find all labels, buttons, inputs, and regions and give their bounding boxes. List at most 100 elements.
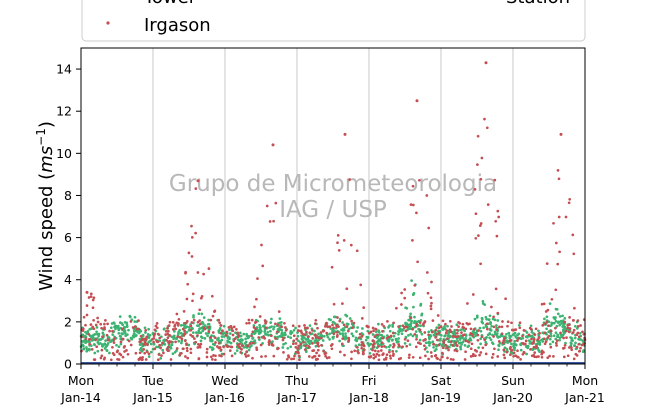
- irgason-point: [225, 330, 229, 334]
- irgason-point: [374, 355, 377, 358]
- irgason-point: [205, 355, 209, 359]
- tower-point: [290, 331, 294, 334]
- irgason-point: [477, 234, 480, 237]
- irgason-point: [282, 351, 285, 354]
- x-axis: Mon Jan-14 Tue Jan-15 Wed Jan-16 Thu Jan-17 Fri J…: [60, 364, 605, 405]
- irgason-point: [185, 297, 189, 301]
- tower-point: [104, 339, 107, 342]
- tower-point: [515, 336, 519, 340]
- irgason-point: [323, 325, 327, 328]
- x-tick-label-date: Jan-18: [348, 390, 389, 405]
- irgason-point: [441, 355, 444, 359]
- irgason-point: [218, 321, 221, 325]
- irgason-point: [296, 347, 299, 350]
- tower-point: [514, 343, 518, 347]
- tower-point: [130, 337, 134, 341]
- irgason-point: [556, 262, 560, 266]
- irgason-point: [194, 231, 197, 235]
- irgason-point: [145, 335, 149, 339]
- irgason-point: [307, 344, 310, 348]
- x-tick-label-day: Wed: [211, 373, 238, 388]
- irgason-point: [137, 357, 141, 361]
- irgason-point: [105, 333, 109, 337]
- x-tick-label-date: Jan-14: [60, 390, 101, 405]
- tower-point: [199, 339, 203, 343]
- irgason-point: [232, 325, 236, 329]
- tower-point: [294, 326, 297, 330]
- irgason-point: [497, 340, 501, 343]
- irgason-point: [392, 321, 395, 325]
- irgason-point: [233, 337, 237, 341]
- irgason-point: [108, 329, 111, 333]
- irgason-point: [330, 347, 334, 351]
- irgason-point: [191, 292, 195, 296]
- tower-point: [480, 317, 484, 321]
- tower-point: [397, 340, 400, 343]
- tower-point: [108, 351, 111, 355]
- irgason-point: [372, 356, 376, 360]
- tower-point: [210, 338, 214, 342]
- irgason-point: [185, 343, 188, 347]
- tower-point: [103, 342, 107, 346]
- irgason-point: [296, 350, 300, 354]
- irgason-point: [212, 354, 215, 357]
- tower-point: [461, 340, 465, 344]
- irgason-point: [113, 337, 116, 340]
- irgason-point: [403, 288, 407, 291]
- irgason-point: [209, 318, 213, 322]
- irgason-point: [197, 357, 201, 360]
- irgason-point: [345, 287, 349, 291]
- irgason-peak-point: [484, 61, 488, 65]
- irgason-point: [144, 358, 148, 361]
- irgason-point: [381, 336, 384, 340]
- tower-point: [175, 349, 178, 352]
- irgason-point: [185, 320, 189, 323]
- irgason-point: [485, 126, 489, 130]
- tower-point: [441, 327, 445, 330]
- irgason-point: [362, 352, 365, 356]
- irgason-point: [445, 329, 449, 332]
- irgason-point: [496, 355, 500, 358]
- irgason-point: [183, 329, 187, 333]
- irgason-point: [190, 321, 194, 324]
- irgason-point: [476, 134, 480, 138]
- irgason-point: [355, 249, 359, 253]
- irgason-point: [338, 350, 342, 354]
- irgason-point: [143, 340, 147, 344]
- irgason-point: [325, 321, 328, 325]
- irgason-point: [303, 324, 306, 327]
- irgason-point: [329, 344, 333, 347]
- irgason-point: [549, 329, 553, 333]
- irgason-point: [404, 329, 408, 333]
- irgason-point: [226, 345, 229, 349]
- tower-point: [420, 313, 423, 317]
- tower-point: [440, 344, 444, 347]
- irgason-point: [564, 215, 568, 219]
- tower-point: [537, 349, 541, 352]
- irgason-point: [281, 338, 285, 342]
- irgason-point: [478, 353, 481, 357]
- tower-point: [435, 326, 439, 329]
- tower-point: [203, 324, 207, 327]
- tower-point: [87, 348, 90, 351]
- irgason-point: [400, 303, 403, 306]
- irgason-point: [162, 351, 165, 355]
- irgason-point: [89, 323, 93, 326]
- irgason-point: [152, 340, 155, 344]
- tower-point: [93, 351, 97, 355]
- y-tick-label: 6: [64, 230, 72, 245]
- irgason-point: [510, 321, 513, 325]
- tower-point: [299, 346, 303, 350]
- irgason-point: [239, 351, 243, 354]
- irgason-point: [543, 337, 546, 341]
- irgason-point: [493, 347, 496, 351]
- tower-point: [170, 335, 174, 339]
- tower-point: [574, 341, 577, 345]
- irgason-point: [336, 316, 339, 319]
- tower-point: [247, 348, 251, 352]
- irgason-point: [388, 354, 392, 358]
- y-axis-label-exponent: −1: [34, 128, 48, 146]
- irgason-point: [563, 320, 567, 324]
- legend: Tower Station Irgason: [81, 0, 586, 42]
- irgason-point: [166, 349, 170, 353]
